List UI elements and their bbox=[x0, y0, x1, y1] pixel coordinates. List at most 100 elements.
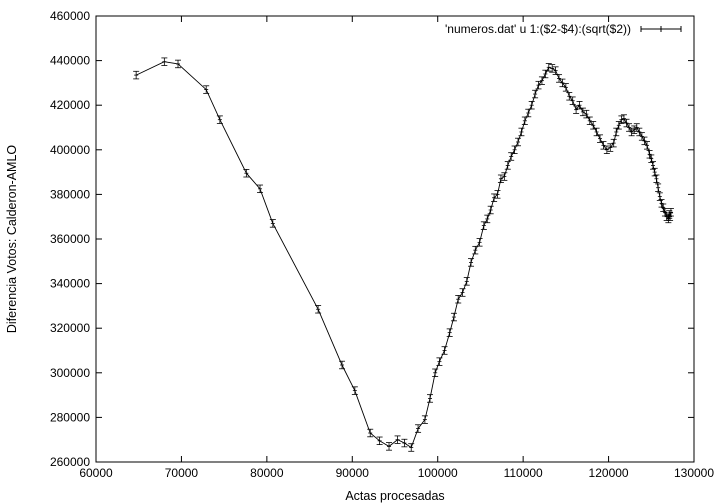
data-point bbox=[667, 212, 674, 221]
data-point bbox=[367, 428, 374, 438]
y-axis-label: Diferencia Votos: Calderon-AMLO bbox=[5, 145, 19, 334]
data-point bbox=[615, 121, 622, 130]
y-tick-label: 420000 bbox=[50, 98, 90, 112]
data-point bbox=[559, 78, 566, 88]
data-point bbox=[376, 436, 383, 446]
x-tick-label: 110000 bbox=[504, 466, 543, 480]
data-point bbox=[501, 172, 508, 181]
data-point bbox=[446, 328, 453, 337]
data-point bbox=[620, 114, 627, 123]
data-point bbox=[552, 66, 559, 75]
data-point bbox=[161, 57, 168, 66]
data-point bbox=[556, 74, 563, 83]
data-point bbox=[401, 438, 408, 448]
legend-label: 'numeros.dat' u 1:($2-$4):(sqrt($2)) bbox=[445, 22, 631, 36]
x-tick-label: 60000 bbox=[79, 466, 113, 480]
data-point bbox=[408, 443, 415, 452]
data-point bbox=[636, 127, 643, 137]
data-point bbox=[667, 208, 674, 217]
data-point bbox=[450, 312, 457, 322]
x-axis: 60000 70000 80000 90000 100000 110000 120000 13… bbox=[79, 16, 714, 480]
data-point bbox=[597, 134, 604, 143]
data-point bbox=[508, 152, 515, 161]
data-point bbox=[432, 368, 439, 377]
data-point bbox=[463, 277, 470, 286]
data-point bbox=[427, 394, 434, 403]
data-point bbox=[521, 116, 528, 126]
data-point bbox=[579, 107, 586, 117]
data-point bbox=[525, 108, 532, 118]
data-point bbox=[532, 89, 539, 99]
data-point bbox=[386, 442, 393, 451]
data-point bbox=[623, 118, 630, 128]
x-axis-label: Actas procesadas bbox=[345, 489, 444, 503]
data-point bbox=[468, 258, 475, 267]
data-point bbox=[545, 63, 552, 72]
data-point bbox=[653, 174, 660, 183]
y-tick-label: 440000 bbox=[50, 54, 90, 68]
y-tick-label: 300000 bbox=[50, 366, 90, 380]
data-point bbox=[455, 295, 462, 304]
data-point bbox=[315, 305, 322, 314]
data-point bbox=[518, 127, 525, 137]
data-point bbox=[661, 208, 668, 217]
y-tick-label: 340000 bbox=[50, 277, 90, 291]
data-point bbox=[542, 69, 549, 79]
data-point bbox=[562, 83, 569, 92]
y-tick-label: 400000 bbox=[50, 143, 90, 157]
data-point bbox=[573, 105, 580, 114]
legend: 'numeros.dat' u 1:($2-$4):(sqrt($2)) bbox=[445, 22, 682, 36]
data-point bbox=[476, 238, 483, 247]
data-point bbox=[487, 205, 494, 215]
data-point bbox=[586, 116, 593, 126]
data-point bbox=[441, 346, 448, 355]
data-point bbox=[613, 127, 620, 137]
data-point bbox=[243, 169, 250, 178]
y-tick-label: 460000 bbox=[50, 9, 90, 23]
x-tick-label: 130000 bbox=[674, 466, 714, 480]
y-tick-label: 280000 bbox=[50, 410, 90, 424]
data-point bbox=[216, 115, 223, 124]
data-point bbox=[603, 145, 610, 154]
data-point bbox=[626, 123, 633, 132]
data-point bbox=[590, 121, 597, 130]
data-point bbox=[628, 127, 635, 137]
x-tick-label: 90000 bbox=[336, 466, 370, 480]
data-point bbox=[607, 143, 614, 152]
data-point bbox=[644, 141, 651, 150]
data-point bbox=[593, 127, 600, 137]
data-point bbox=[421, 415, 428, 424]
data-point bbox=[415, 424, 422, 433]
y-axis: 260000 280000 300000 320000 340000 360000 3800… bbox=[50, 9, 694, 469]
data-point bbox=[504, 161, 511, 170]
data-point bbox=[459, 288, 466, 297]
data-point bbox=[394, 435, 401, 444]
y-tick-label: 320000 bbox=[50, 321, 90, 335]
data-point bbox=[480, 221, 487, 230]
data-point bbox=[484, 214, 491, 224]
data-point bbox=[497, 174, 504, 183]
data-point bbox=[491, 193, 498, 202]
x-tick-label: 70000 bbox=[165, 466, 199, 480]
data-point bbox=[269, 219, 276, 228]
data-point bbox=[631, 125, 638, 134]
plot-frame bbox=[95, 15, 695, 463]
x-tick-label: 80000 bbox=[250, 466, 284, 480]
data-point bbox=[566, 92, 573, 101]
data-point bbox=[133, 70, 140, 80]
data-point bbox=[472, 245, 479, 255]
y-tick-label: 260000 bbox=[50, 455, 90, 469]
series-line bbox=[136, 61, 672, 449]
data-point bbox=[576, 101, 583, 110]
data-point bbox=[528, 101, 535, 110]
data-point bbox=[494, 190, 501, 199]
y-tick-label: 380000 bbox=[50, 187, 90, 201]
data-point bbox=[535, 80, 542, 90]
data-point bbox=[538, 76, 545, 85]
data-point bbox=[655, 183, 662, 192]
data-point bbox=[641, 136, 648, 146]
data-point bbox=[351, 386, 358, 395]
data-point bbox=[257, 184, 264, 194]
data-point bbox=[175, 59, 182, 69]
